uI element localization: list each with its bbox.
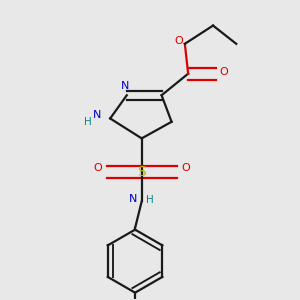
- Text: N: N: [129, 194, 138, 204]
- Text: O: O: [219, 67, 228, 77]
- Text: O: O: [93, 163, 102, 173]
- Text: S: S: [137, 165, 146, 178]
- Text: O: O: [175, 36, 183, 46]
- Text: N: N: [93, 110, 101, 120]
- Text: H: H: [84, 117, 92, 127]
- Text: H: H: [146, 195, 154, 205]
- Text: N: N: [121, 81, 129, 91]
- Text: O: O: [182, 163, 190, 173]
